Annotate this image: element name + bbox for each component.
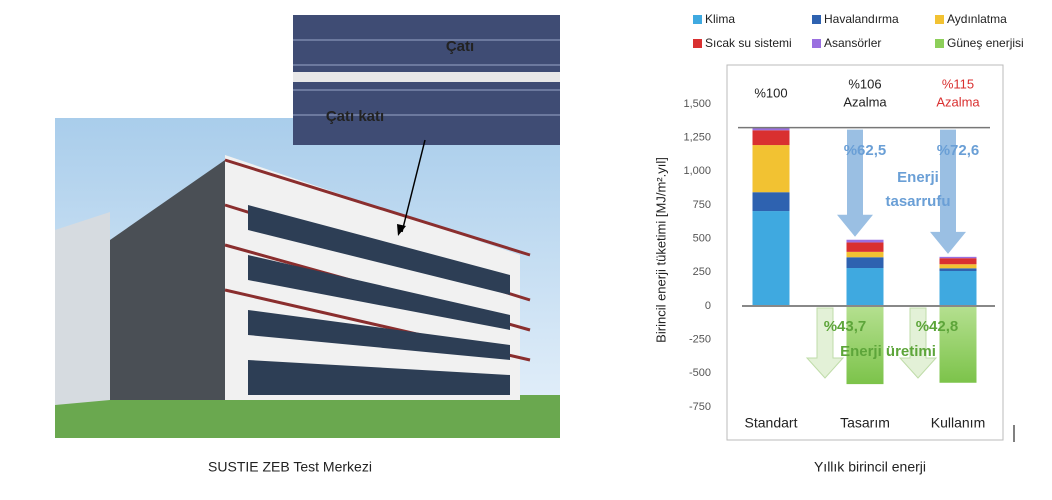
x-tick-label: Standart <box>745 415 798 431</box>
annotation: %42,8 <box>916 318 959 335</box>
bar-segment <box>939 258 977 265</box>
bar-segment <box>846 268 884 306</box>
bar-segment <box>846 239 884 243</box>
annotation: Enerji <box>897 169 939 186</box>
generation-arrow <box>898 307 938 379</box>
bar-segment <box>752 130 790 146</box>
annotation: Azalma <box>936 94 980 109</box>
bar-segment <box>939 270 977 306</box>
x-tick-label: Kullanım <box>931 415 985 431</box>
y-tick-label: 1,000 <box>683 165 711 177</box>
legend-swatch <box>693 15 702 24</box>
bar-segment <box>846 257 884 269</box>
legend-label: Klima <box>705 12 735 26</box>
annotation: tasarrufu <box>885 193 950 210</box>
legend-swatch <box>693 39 702 48</box>
bar-segment <box>939 264 977 269</box>
annotation: %115 <box>942 76 974 91</box>
legend-swatch <box>812 15 821 24</box>
y-tick-label: 500 <box>693 233 711 245</box>
legend-label: Aydınlatma <box>947 12 1007 26</box>
legend-swatch <box>812 39 821 48</box>
annotation: %100 <box>754 85 787 100</box>
bar-segment <box>752 192 790 212</box>
bar-segment <box>939 306 977 383</box>
y-tick-label: -750 <box>689 401 711 413</box>
bar-segment <box>846 306 884 385</box>
bar-segment <box>846 242 884 252</box>
y-tick-label: 750 <box>693 199 711 211</box>
generation-arrow <box>805 307 845 379</box>
y-tick-label: 1,500 <box>683 98 711 110</box>
annotation: Enerji üretimi <box>840 343 936 360</box>
bar-segment <box>752 145 790 193</box>
chart-caption: Yıllık birincil enerji <box>814 459 926 475</box>
y-tick-label: 0 <box>705 300 711 312</box>
legend-swatch <box>935 15 944 24</box>
legend-label: Havalandırma <box>824 12 899 26</box>
legend-label: Güneş enerjisi <box>947 36 1024 50</box>
saving-arrow <box>837 129 873 237</box>
saving-arrow <box>930 129 966 254</box>
y-tick-label: 250 <box>693 266 711 278</box>
bar-segment <box>752 127 790 131</box>
bar-segment <box>939 268 977 271</box>
y-tick-label: 1,250 <box>683 132 711 144</box>
annotation: %62,5 <box>844 142 887 159</box>
legend-label: Sıcak su sistemi <box>705 36 792 50</box>
annotation: %43,7 <box>824 318 867 335</box>
annotation: %106 <box>848 76 881 91</box>
bar-segment <box>752 211 790 306</box>
y-axis-label: Birincil enerji tüketimi [MJ/m².yıl] <box>653 157 668 343</box>
y-tick-label: -500 <box>689 367 711 379</box>
legend-swatch <box>935 39 944 48</box>
plot-frame <box>726 64 1004 441</box>
x-tick-label: Tasarım <box>840 415 890 431</box>
photo: Çatı Çatı katı SUSTIE ZEB Test Merkezi <box>55 15 560 475</box>
photo-caption: SUSTIE ZEB Test Merkezi <box>208 459 372 475</box>
annotation: %72,6 <box>937 142 980 159</box>
y-tick-label: -250 <box>689 334 711 346</box>
bar-segment <box>939 256 977 259</box>
legend-label: Asansörler <box>824 36 881 50</box>
photo-label: Çatı katı <box>326 108 384 125</box>
photo-label: Çatı <box>446 38 474 55</box>
annotation: Azalma <box>843 94 887 109</box>
bar-segment <box>846 251 884 258</box>
